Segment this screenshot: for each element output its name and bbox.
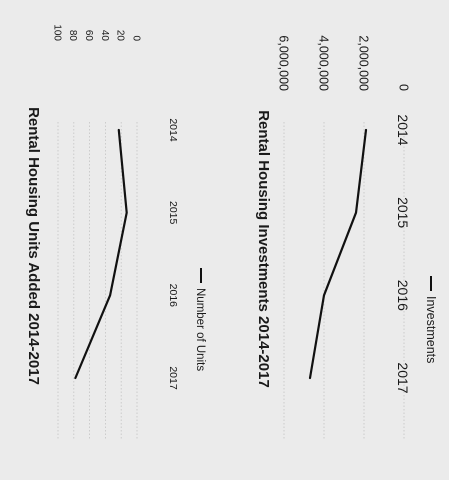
y-tick-label: 40	[99, 30, 110, 42]
y-tick-label: 2,000,000	[357, 35, 371, 91]
y-tick-label: 4,000,000	[317, 35, 331, 91]
y-tick-label: 100	[51, 24, 62, 41]
legend: Investments	[424, 276, 438, 363]
x-tick-label: 2016	[167, 284, 179, 308]
x-tick-label: 2014	[395, 114, 411, 145]
chart-title: Rental Housing Units Added 2014-2017	[25, 107, 42, 385]
x-tick-label: 2016	[395, 280, 411, 311]
data-point	[323, 294, 325, 296]
legend: Number of Units	[194, 268, 206, 371]
x-tick-label: 2017	[395, 362, 411, 393]
x-tick-label: 2014	[167, 118, 179, 142]
data-point	[309, 377, 311, 379]
data-point	[74, 377, 76, 379]
x-tick-label: 2017	[167, 366, 179, 390]
data-point	[365, 129, 367, 131]
chart-title: Rental Housing Investments 2014-2017	[255, 110, 272, 388]
y-tick-label: 6,000,000	[277, 35, 291, 91]
chart-rental-units: Rental Housing Units Added 2014-2017 100…	[25, 24, 206, 440]
data-point	[118, 129, 120, 131]
y-tick-label: 0	[397, 84, 411, 91]
legend-label: Investments	[424, 296, 438, 363]
series-line	[74, 128, 128, 380]
data-point	[109, 294, 111, 296]
y-tick-label: 0	[130, 35, 141, 41]
chart-rental-investments: Rental Housing Investments 2014-2017 6,0…	[255, 35, 438, 440]
y-tick-label: 80	[67, 30, 78, 42]
y-tick-label: 60	[83, 30, 94, 42]
data-point	[126, 212, 128, 214]
y-tick-label: 20	[115, 30, 126, 42]
series-line	[308, 128, 368, 380]
x-tick-label: 2015	[167, 201, 179, 225]
legend-label: Number of Units	[194, 288, 206, 371]
data-point	[355, 212, 357, 214]
x-tick-label: 2015	[395, 197, 411, 228]
